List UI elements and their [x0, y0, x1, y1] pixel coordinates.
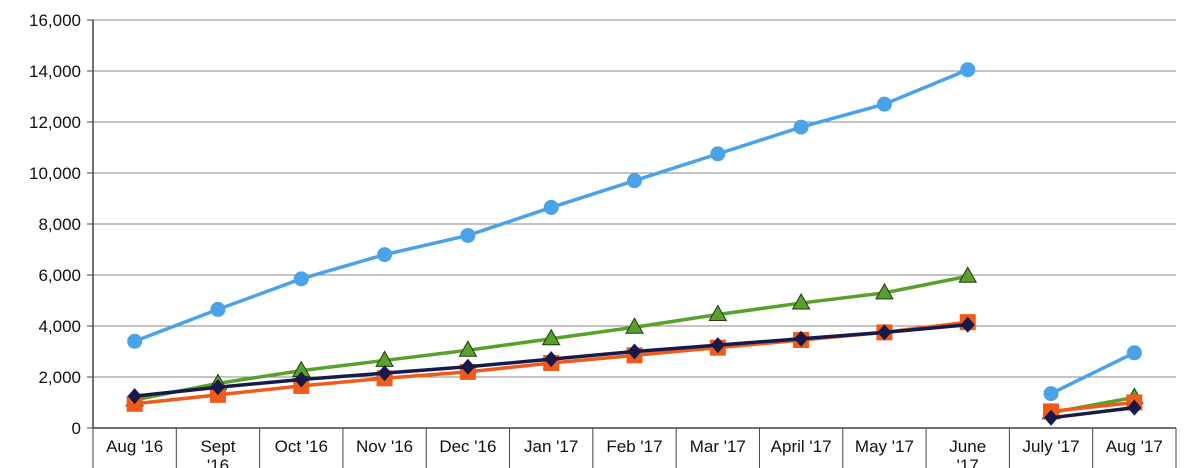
x-category-label: May '17 — [855, 437, 914, 456]
data-point-diamond — [960, 316, 975, 333]
data-point-diamond — [710, 337, 725, 354]
data-point-circle — [1043, 386, 1059, 402]
y-axis-tick-labels: 0 2,000 4,000 6,000 8,000 10,000 12,000 14,000 1… — [29, 11, 81, 438]
y-tick-label: 12,000 — [29, 113, 81, 132]
y-tick-label: 14,000 — [29, 62, 81, 81]
series-line — [1050, 405, 1135, 420]
y-tick-label: 0 — [72, 419, 81, 438]
x-category-label: Oct '16 — [275, 437, 328, 456]
gridlines — [93, 19, 1176, 429]
data-point-circle — [710, 146, 726, 162]
data-point-diamond — [127, 388, 142, 405]
series-triangle — [125, 266, 1144, 420]
y-tick-label: 4,000 — [38, 317, 81, 336]
data-point-circle — [377, 247, 393, 263]
data-point-diamond — [460, 358, 475, 375]
x-category-label: Feb '17 — [606, 437, 662, 456]
y-tick-label: 10,000 — [29, 164, 81, 183]
x-category-label: July '17 — [1022, 437, 1079, 456]
data-point-triangle — [458, 340, 478, 357]
data-point-circle — [793, 119, 809, 135]
y-tick-label: 16,000 — [29, 11, 81, 30]
data-point-circle — [960, 62, 976, 78]
data-point-diamond — [210, 379, 225, 396]
y-tick-label: 2,000 — [38, 368, 81, 387]
axes — [87, 19, 1177, 468]
data-point-diamond — [377, 365, 392, 382]
series-lines — [125, 62, 1144, 426]
x-category-label: Mar '17 — [690, 437, 746, 456]
data-point-circle — [1126, 345, 1142, 361]
y-tick-label: 8,000 — [38, 215, 81, 234]
x-category-label: Jan '17 — [524, 437, 578, 456]
x-category-label: Nov '16 — [356, 437, 413, 456]
data-point-diamond — [1127, 399, 1142, 416]
y-tick-label: 6,000 — [38, 266, 81, 285]
series-line — [1050, 351, 1136, 396]
x-category-label: April '17 — [771, 437, 832, 456]
series-circle — [127, 62, 1142, 402]
x-category-label: Aug '16 — [106, 437, 163, 456]
data-point-diamond — [877, 324, 892, 341]
x-category-label: June '17 — [949, 437, 986, 468]
data-point-diamond — [544, 351, 559, 368]
x-category-label: Sept '16 — [200, 437, 235, 468]
data-point-circle — [293, 271, 309, 287]
data-point-circle — [210, 301, 226, 317]
data-point-circle — [127, 333, 143, 349]
data-point-circle — [627, 173, 642, 189]
series-line — [1050, 400, 1135, 414]
data-point-diamond — [294, 371, 309, 388]
data-point-triangle — [875, 282, 894, 300]
data-point-triangle — [958, 266, 978, 283]
data-point-triangle — [708, 304, 728, 322]
data-point-circle — [460, 227, 476, 243]
data-point-diamond — [1044, 409, 1059, 426]
data-point-triangle — [625, 317, 644, 334]
data-point-triangle — [791, 293, 811, 310]
x-category-label: Aug '17 — [1106, 437, 1163, 456]
x-category-label: Dec '16 — [439, 437, 496, 456]
data-point-diamond — [627, 343, 642, 360]
series-diamond — [127, 316, 1142, 426]
x-axis-category-labels: Aug '16 Sept '16 Oct '16 Nov '16 Dec '16 Jan '… — [106, 437, 1163, 468]
data-point-triangle — [541, 328, 561, 346]
data-point-diamond — [794, 330, 809, 347]
data-point-circle — [876, 96, 892, 112]
data-point-circle — [543, 199, 559, 215]
